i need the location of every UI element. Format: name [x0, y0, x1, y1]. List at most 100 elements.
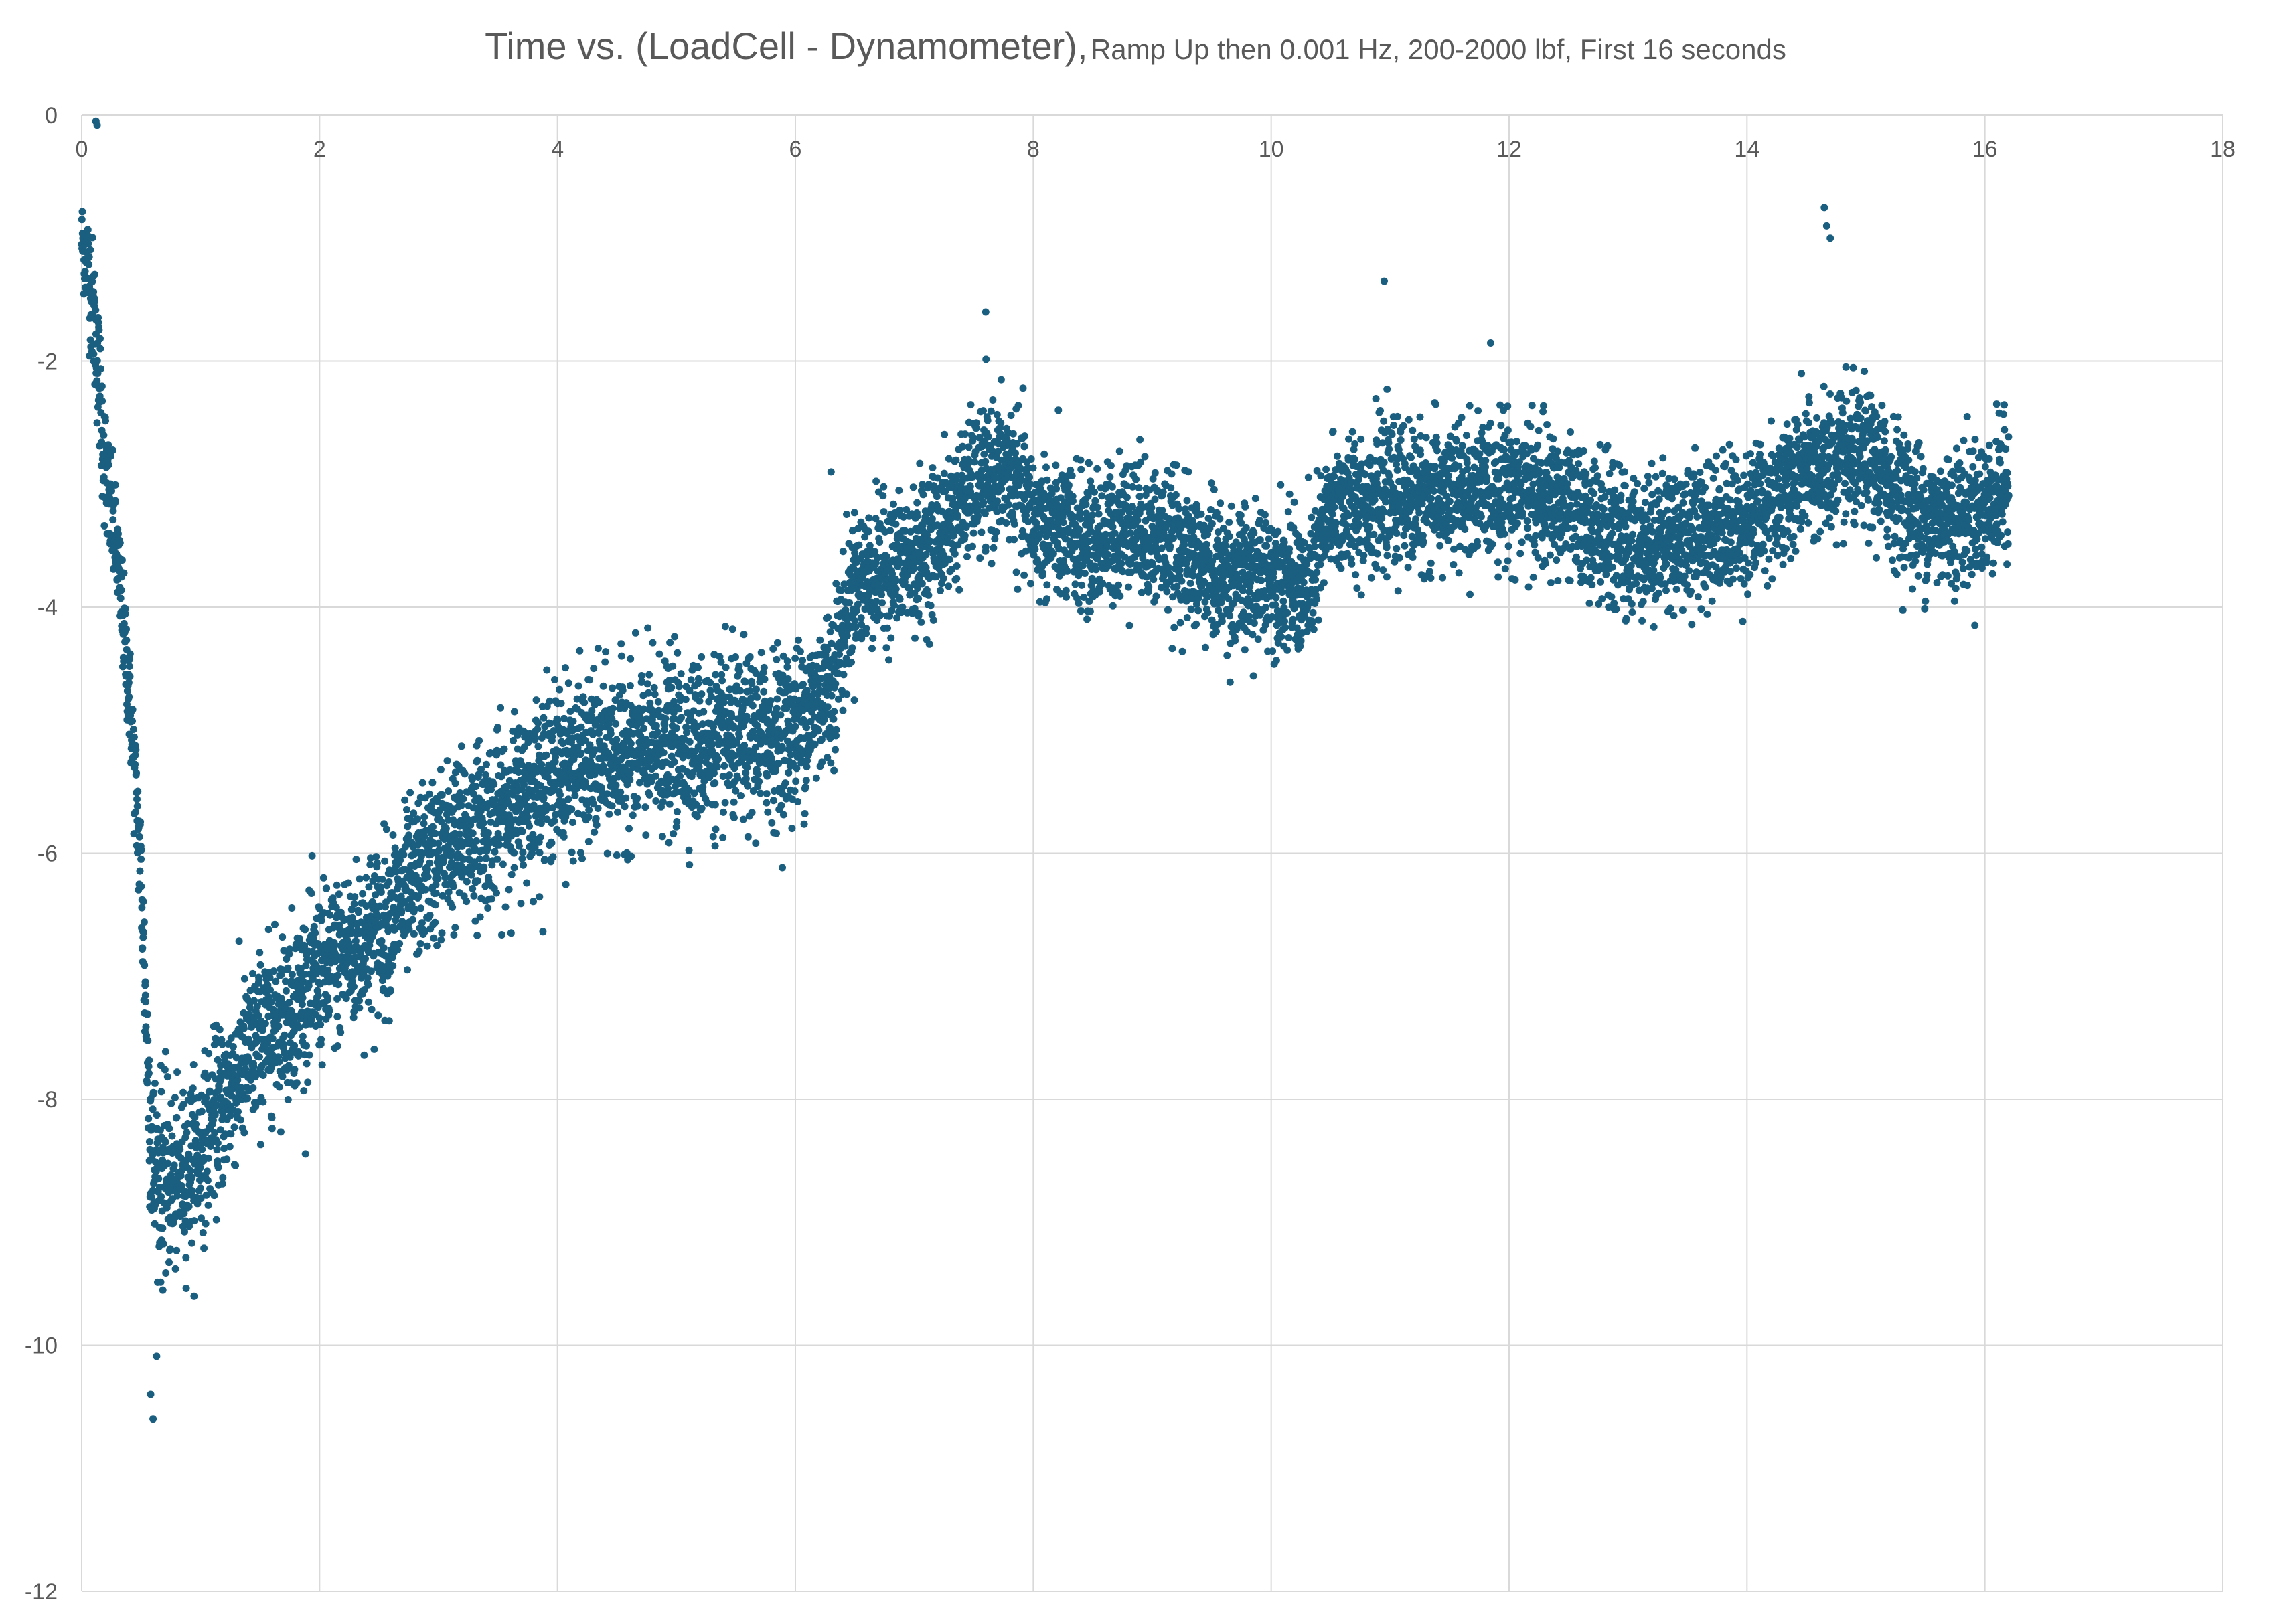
data-point	[109, 507, 117, 515]
data-point	[754, 770, 762, 779]
data-point	[197, 1184, 204, 1192]
data-point	[1135, 484, 1143, 492]
data-point	[191, 1113, 199, 1121]
data-point	[675, 683, 683, 691]
data-point	[240, 1129, 248, 1137]
data-point	[120, 619, 128, 627]
data-point	[552, 754, 559, 761]
data-point	[880, 483, 888, 491]
data-point	[85, 260, 93, 268]
data-point	[925, 640, 933, 648]
data-point	[268, 1114, 276, 1121]
y-tick-label: -2	[37, 349, 58, 375]
data-point	[953, 574, 961, 582]
data-point	[279, 933, 287, 941]
gridlines	[81, 114, 2223, 1592]
data-point	[437, 936, 445, 944]
data-point	[151, 1079, 159, 1087]
data-point	[773, 829, 780, 837]
data-point	[1010, 536, 1018, 544]
data-point	[491, 796, 499, 804]
data-point	[678, 714, 685, 722]
data-point	[879, 492, 887, 500]
data-point	[334, 971, 342, 979]
data-point	[890, 500, 897, 508]
data-point	[149, 1151, 157, 1159]
data-point	[622, 794, 630, 802]
data-point	[989, 396, 997, 404]
data-point	[432, 889, 440, 897]
data-point	[149, 1105, 157, 1113]
data-point	[1117, 560, 1125, 568]
data-point	[275, 1083, 283, 1091]
data-point	[137, 855, 145, 863]
data-point	[1132, 475, 1140, 483]
data-point	[456, 830, 463, 838]
data-point	[562, 880, 570, 888]
data-point	[311, 929, 319, 937]
data-point	[284, 964, 292, 972]
data-point	[560, 714, 568, 722]
data-point	[919, 491, 927, 499]
data-point	[982, 457, 990, 465]
data-point	[830, 715, 838, 723]
data-point	[602, 648, 610, 656]
data-point	[378, 875, 386, 883]
data-point	[214, 1139, 222, 1147]
data-point	[840, 671, 848, 679]
data-point	[589, 800, 597, 808]
data-point	[830, 708, 838, 716]
data-point	[564, 679, 572, 687]
data-point	[337, 1028, 345, 1036]
data-point	[330, 939, 338, 947]
data-point	[359, 890, 367, 898]
data-point	[768, 819, 776, 827]
data-point	[469, 790, 477, 798]
data-point	[230, 1123, 238, 1131]
data-point	[711, 801, 719, 809]
data-point	[517, 900, 525, 908]
data-point	[719, 833, 727, 841]
data-point	[573, 695, 581, 703]
data-point	[484, 829, 492, 837]
data-point	[832, 726, 840, 734]
data-point	[625, 825, 633, 833]
data-point	[125, 679, 133, 687]
data-point	[153, 1111, 161, 1119]
data-point	[967, 401, 975, 409]
data-point	[198, 1214, 205, 1222]
data-point	[548, 733, 556, 741]
data-point	[961, 430, 969, 438]
data-point	[333, 1013, 341, 1021]
data-point	[137, 818, 145, 826]
data-point	[633, 794, 641, 802]
data-point	[192, 1120, 200, 1128]
data-point	[374, 1011, 382, 1020]
data-point	[347, 906, 356, 914]
data-point	[642, 831, 650, 839]
data-point	[161, 1048, 169, 1056]
data-point	[112, 481, 119, 489]
data-point	[498, 931, 505, 939]
data-point	[499, 860, 507, 868]
data-point	[1052, 485, 1061, 493]
data-point	[878, 599, 886, 607]
data-point	[352, 856, 360, 864]
data-point	[757, 649, 765, 657]
data-point	[179, 1101, 187, 1109]
data-point	[953, 513, 961, 521]
data-point	[210, 1096, 218, 1103]
data-point	[595, 698, 603, 706]
data-point	[303, 1060, 311, 1068]
data-point	[812, 774, 820, 782]
data-point	[335, 890, 343, 898]
data-point	[145, 1056, 153, 1064]
data-point	[229, 1043, 237, 1050]
data-point	[389, 831, 397, 839]
data-point	[997, 419, 1005, 427]
data-point	[791, 655, 799, 662]
data-point	[772, 767, 780, 775]
data-point	[769, 797, 777, 805]
data-point	[236, 1116, 244, 1124]
data-point	[909, 483, 917, 491]
